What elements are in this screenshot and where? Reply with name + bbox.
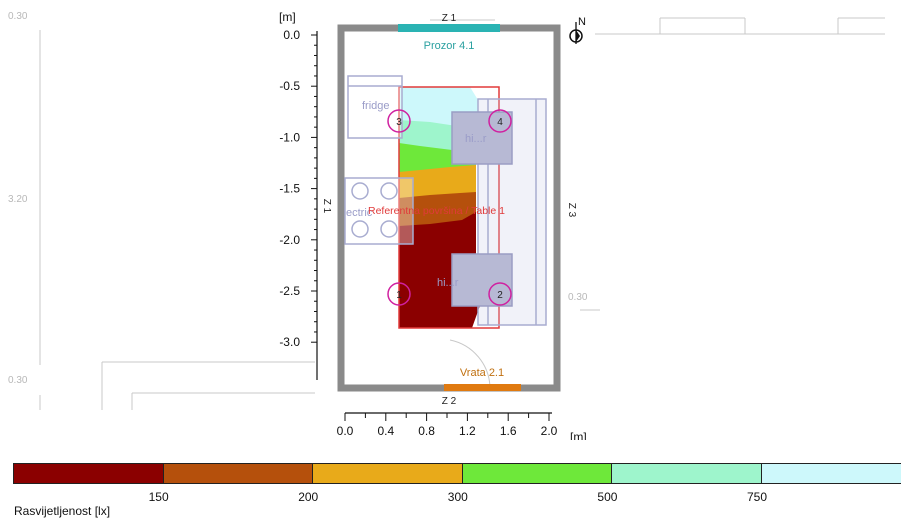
hiend-bottom-label: hi...r [437,277,459,289]
y-tick-label: -1.0 [279,130,300,144]
x-tick-label: 1.2 [459,424,476,438]
x-axis: 0.0 0.4 0.8 1.2 1.6 2.0 [m] [337,412,587,440]
electric-label: ectric [346,207,373,219]
furniture [344,75,547,326]
y-tick-label: -1.5 [279,182,300,196]
legend-threshold-label: 750 [747,490,768,504]
dim-right-small: 0.30 [568,292,588,303]
x-tick-label: 0.0 [337,424,354,438]
wall-label-right: Z 3 [566,203,577,218]
x-tick-label: 1.6 [500,424,517,438]
door-label: Vrata 2.1 [460,367,504,379]
legend-threshold-label: 500 [597,490,618,504]
y-tick-label: -2.0 [279,233,300,247]
x-tick-label: 0.4 [377,424,394,438]
context-lines [39,17,885,410]
legend-threshold-label: 150 [148,490,169,504]
north-label: N [578,16,586,28]
floor-plan: 1 2 3 4 Prozor 4.1 Vrata 2.1 fridge hi..… [8,10,885,440]
y-tick-label: -0.5 [279,79,300,93]
y-axis-unit: [m] [279,10,296,24]
legend-title: Rasvijetljenost [lx] [14,504,111,518]
legend-band [162,463,314,484]
surface-label: Referentna površina / Table 1 [368,205,505,217]
measurement-points [387,109,512,306]
y-tick-label: 0.0 [283,28,300,42]
dim-left-mid: 3.20 [8,194,28,205]
window-bar [398,24,500,32]
wall-label-left: Z 1 [321,199,332,214]
point-label-2: 2 [497,290,503,301]
north-arrow-icon [569,22,583,44]
point-label-1: 1 [396,290,402,301]
x-tick-label: 2.0 [541,424,558,438]
x-tick-label: 0.8 [418,424,435,438]
x-axis-unit: [m] [570,430,587,440]
legend-threshold-label: 300 [447,490,468,504]
wall-label-bottom: Z 2 [442,396,457,407]
legend-band [13,463,164,484]
y-tick-label: -3.0 [279,335,300,349]
point-label-3: 3 [396,117,402,128]
legend-band [761,463,901,484]
reference-surface-outline [398,86,500,329]
window-label: Prozor 4.1 [424,40,475,52]
legend-band [461,463,613,484]
fridge-label: fridge [362,100,390,112]
legend-band [611,463,762,484]
door-bar [444,384,521,391]
dim-left-bottom: 0.30 [8,375,28,386]
wall-label-top: Z 1 [442,13,457,24]
legend-band [312,463,463,484]
y-tick-label: -2.5 [279,284,300,298]
dim-left-top: 0.30 [8,11,28,22]
hiend-top-label: hi...r [465,133,487,145]
legend-threshold-label: 200 [298,490,319,504]
y-axis: 0.0 -0.5 -1.0 -1.5 -2.0 -2.5 -3.0 [m] [279,10,318,380]
point-label-4: 4 [497,117,503,128]
